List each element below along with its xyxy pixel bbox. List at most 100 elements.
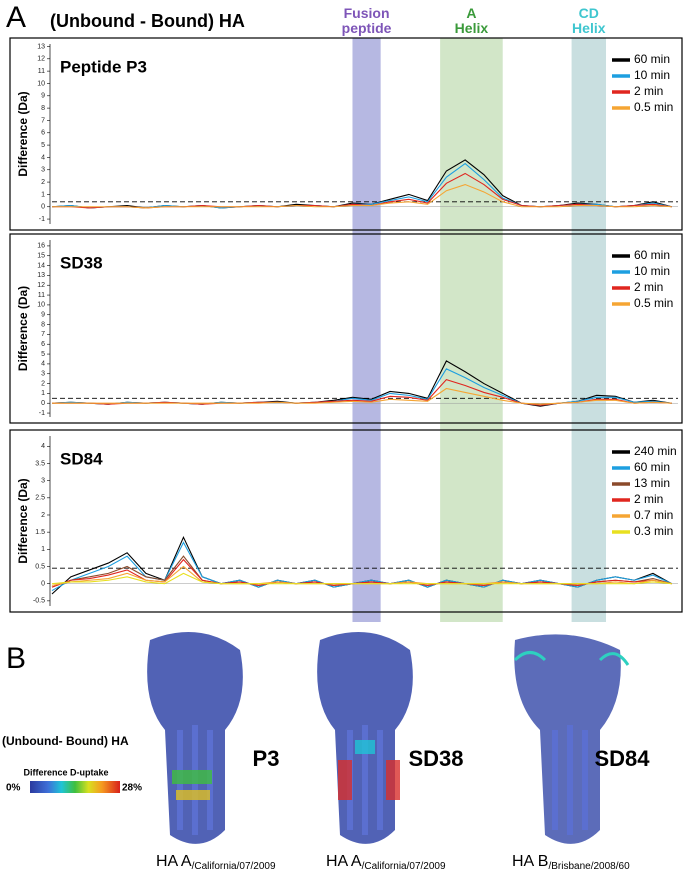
y-tick-label: 1.5 bbox=[35, 529, 45, 536]
panel-frame bbox=[9, 233, 683, 424]
region-band bbox=[352, 38, 381, 622]
structure-name: P3 bbox=[253, 746, 280, 771]
structure-caption: HA B/Brisbane/2008/60 bbox=[512, 853, 630, 871]
y-axis-label: Difference (Da) bbox=[16, 91, 30, 176]
legend-label: 10 min bbox=[634, 264, 670, 278]
structure-caption: HA A/California/07/2009 bbox=[326, 853, 446, 871]
y-tick-label: 12 bbox=[37, 282, 45, 289]
y-tick-label: 0.5 bbox=[35, 563, 45, 570]
y-tick-label: 3 bbox=[41, 371, 45, 378]
region-band bbox=[571, 38, 607, 622]
y-tick-label: 0 bbox=[41, 204, 45, 211]
legend-label: 0.5 min bbox=[634, 296, 673, 310]
region-label: A Helix bbox=[455, 5, 489, 36]
legend-label: 2 min bbox=[634, 280, 663, 294]
y-tick-label: 9 bbox=[41, 312, 45, 319]
y-tick-label: 0 bbox=[41, 400, 45, 407]
series-line bbox=[52, 183, 672, 209]
legend-label: 2 min bbox=[634, 84, 663, 98]
region-label: Fusion peptide bbox=[342, 5, 392, 36]
y-tick-label: 2.5 bbox=[35, 495, 45, 502]
structure-name: SD84 bbox=[594, 746, 650, 771]
strain-subscript: /California/07/2009 bbox=[362, 861, 446, 872]
color-scale bbox=[30, 781, 120, 793]
strain: HA A bbox=[326, 853, 362, 870]
y-tick-label: 13 bbox=[37, 272, 45, 279]
y-tick-label: 16 bbox=[37, 243, 45, 250]
legend-label: 2 min bbox=[634, 492, 663, 506]
y-tick-label: 0 bbox=[41, 581, 45, 588]
region-label: CD Helix bbox=[572, 5, 606, 36]
y-tick-label: 6 bbox=[41, 341, 45, 348]
y-axis-label: Difference (Da) bbox=[16, 286, 30, 371]
y-tick-label: 13 bbox=[37, 43, 45, 50]
series-line bbox=[52, 387, 672, 405]
y-tick-label: 1 bbox=[41, 191, 45, 198]
legend-label: 0.3 min bbox=[634, 524, 673, 538]
legend-label: 60 min bbox=[634, 52, 670, 66]
y-tick-label: 15 bbox=[37, 253, 45, 260]
y-tick-label: 5 bbox=[41, 142, 45, 149]
y-tick-label: 3 bbox=[41, 167, 45, 174]
panel-label: A bbox=[6, 1, 26, 34]
strain: HA B bbox=[512, 853, 548, 870]
chart-title: SD84 bbox=[60, 449, 103, 468]
y-tick-label: 3 bbox=[41, 477, 45, 484]
chart-title: Peptide P3 bbox=[60, 57, 147, 76]
y-tick-label: 8 bbox=[41, 321, 45, 328]
legend-title: (Unbound- Bound) HA bbox=[2, 734, 129, 748]
y-tick-label: 8 bbox=[41, 105, 45, 112]
y-tick-label: 2 bbox=[41, 380, 45, 387]
scale-min: 0% bbox=[6, 783, 21, 794]
legend-label: 60 min bbox=[634, 248, 670, 262]
y-tick-label: 2 bbox=[41, 179, 45, 186]
structure bbox=[317, 632, 413, 844]
legend-label: 240 min bbox=[634, 444, 677, 458]
structure-name: SD38 bbox=[408, 746, 463, 771]
series-line bbox=[51, 572, 672, 585]
legend-label: 0.5 min bbox=[634, 100, 673, 114]
legend-label: 13 min bbox=[634, 476, 670, 490]
legend-label: 60 min bbox=[634, 460, 670, 474]
y-tick-label: 2 bbox=[41, 512, 45, 519]
y-tick-label: 7 bbox=[41, 117, 45, 124]
y-tick-label: 10 bbox=[37, 302, 45, 309]
scale-title: Difference D-uptake bbox=[23, 767, 108, 777]
y-tick-label: 4 bbox=[41, 361, 45, 368]
y-tick-label: 10 bbox=[37, 80, 45, 87]
strain-subscript: /California/07/2009 bbox=[192, 861, 276, 872]
y-tick-label: 1 bbox=[41, 546, 45, 553]
region-bands: Fusion peptide A Helix CD Helix bbox=[342, 5, 607, 622]
strain-subscript: /Brisbane/2008/60 bbox=[548, 861, 630, 872]
y-tick-label: 7 bbox=[41, 331, 45, 338]
panel-label: B bbox=[6, 642, 26, 675]
y-tick-label: -0.5 bbox=[33, 598, 45, 605]
y-tick-label: -1 bbox=[39, 410, 45, 417]
structure-caption: HA A/California/07/2009 bbox=[156, 853, 276, 871]
region-band bbox=[440, 38, 503, 622]
y-tick-label: 5 bbox=[41, 351, 45, 358]
y-tick-label: 11 bbox=[38, 292, 45, 299]
scale-max: 28% bbox=[122, 783, 142, 794]
chart-title: SD38 bbox=[60, 253, 103, 272]
structure bbox=[147, 632, 243, 844]
structure bbox=[513, 634, 630, 844]
y-tick-label: 1 bbox=[41, 390, 45, 397]
panel-frame bbox=[9, 429, 683, 613]
structure-labels: P3 HA A/California/07/2009 SD38 HA A/Califo… bbox=[156, 746, 650, 872]
y-tick-label: -1 bbox=[39, 216, 45, 223]
y-tick-label: 3.5 bbox=[35, 460, 45, 467]
y-tick-label: 12 bbox=[37, 56, 45, 63]
y-tick-label: 6 bbox=[41, 130, 45, 137]
panel-title: (Unbound - Bound) HA bbox=[50, 11, 245, 31]
panel-frame bbox=[9, 37, 683, 231]
y-tick-label: 9 bbox=[41, 93, 45, 100]
strain: HA A bbox=[156, 853, 192, 870]
y-tick-label: 4 bbox=[41, 443, 45, 450]
legend-label: 0.7 min bbox=[634, 508, 673, 522]
y-tick-label: 4 bbox=[41, 154, 45, 161]
y-tick-label: 14 bbox=[37, 262, 45, 269]
y-tick-label: 11 bbox=[38, 68, 45, 75]
